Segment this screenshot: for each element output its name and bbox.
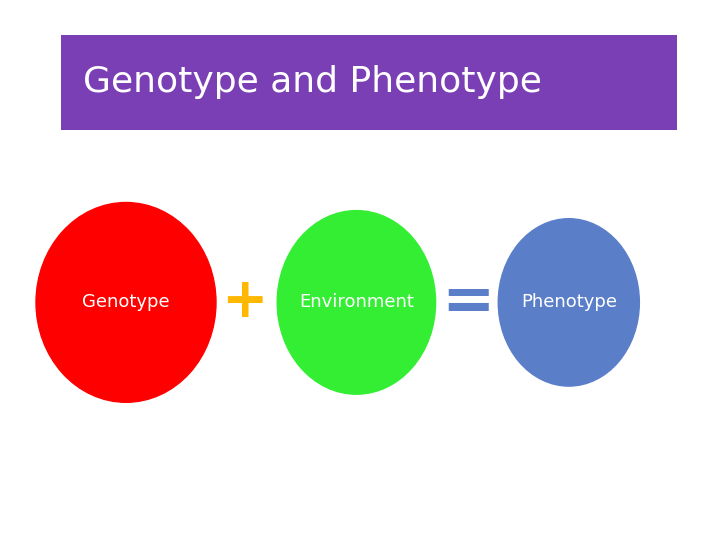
Ellipse shape: [498, 219, 639, 386]
Text: Environment: Environment: [299, 293, 414, 312]
Text: +: +: [222, 275, 268, 329]
Text: =: =: [441, 272, 495, 333]
Text: Genotype: Genotype: [82, 293, 170, 312]
Text: Phenotype: Phenotype: [521, 293, 617, 312]
Ellipse shape: [36, 202, 216, 402]
FancyBboxPatch shape: [61, 35, 677, 130]
Ellipse shape: [277, 211, 436, 394]
Text: Genotype and Phenotype: Genotype and Phenotype: [83, 65, 541, 99]
